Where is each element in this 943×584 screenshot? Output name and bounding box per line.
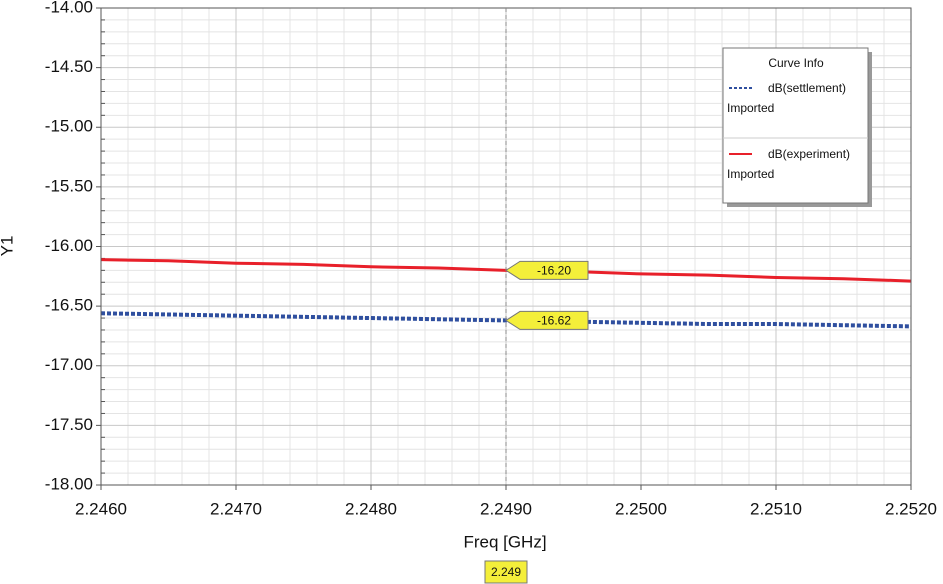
y-tick-label: -16.50 [45,296,93,315]
labels: -14.00 -14.50 -15.00 -15.50 -16.00 -16.50 -17.… [45,0,937,518]
marker-value-label: -16.20 [537,264,571,278]
x-tick-label: 2.2500 [615,499,667,518]
x-axis-label: Freq [GHz] [463,532,546,551]
marker-x-box [484,560,528,584]
x-tick-label: 2.2480 [345,499,397,518]
marker: 2.249 -16.20 -16.62 [484,8,589,584]
legend-source: Imported [727,101,774,115]
x-tick-label: 2.2470 [210,499,262,518]
marker-callout [505,310,589,330]
x-tick-label: 2.2490 [480,499,532,518]
y-tick-label: -14.50 [45,57,93,76]
y-tick-label: -15.50 [45,176,93,195]
legend-source: Imported [727,167,774,181]
y-axis-label: Y1 [0,236,16,257]
legend: Curve Info dB(settlement) Imported dB(expe… [722,47,872,207]
marker-value-label: -16.62 [537,314,571,328]
x-tick-label: 2.2520 [885,499,937,518]
marker-x-label: 2.249 [491,565,521,579]
x-tick-label: 2.2510 [750,499,802,518]
y-tick-label: -17.50 [45,415,93,434]
y-tick-label: -15.00 [45,117,93,136]
marker-callout [505,260,589,280]
legend-label: dB(experiment) [768,147,850,161]
x-tick-label: 2.2460 [75,499,127,518]
legend-label: dB(settlement) [768,81,846,95]
y-tick-label: -14.00 [45,0,93,16]
legend-box [722,47,869,204]
y-tick-label: -17.00 [45,355,93,374]
y-tick-label: -18.00 [45,474,93,493]
y-tick-label: -16.00 [45,236,93,255]
legend-title: Curve Info [768,56,824,70]
